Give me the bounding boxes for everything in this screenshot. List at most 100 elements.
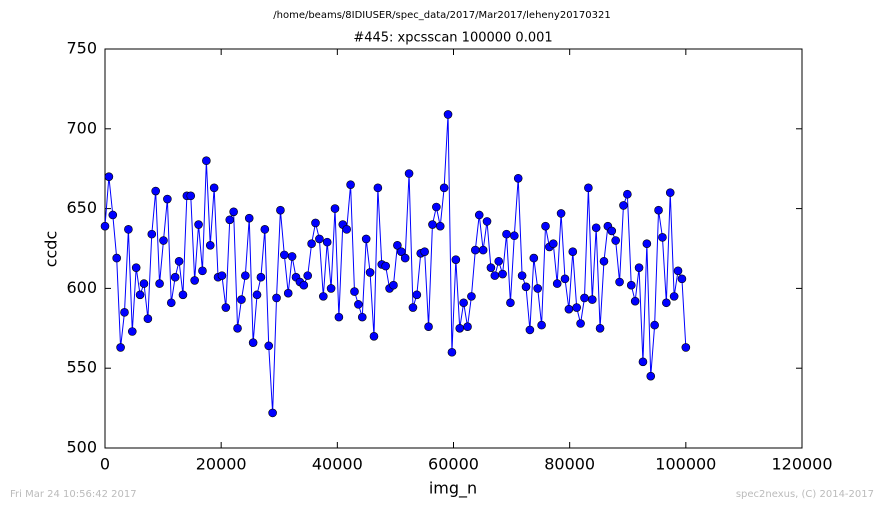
data-point xyxy=(412,290,422,300)
data-point xyxy=(634,263,644,272)
data-point xyxy=(506,298,515,308)
data-point xyxy=(311,218,320,228)
data-point xyxy=(256,272,266,282)
data-point xyxy=(455,323,465,333)
data-point xyxy=(373,183,383,193)
data-point xyxy=(599,256,609,266)
data-point xyxy=(112,253,121,263)
data-point xyxy=(533,284,543,293)
data-point xyxy=(174,256,184,266)
data-point xyxy=(229,207,238,217)
data-point xyxy=(665,188,675,197)
data-point xyxy=(241,271,250,280)
data-point xyxy=(194,220,203,229)
data-point xyxy=(217,271,227,280)
y-tick-label: 500 xyxy=(66,438,97,457)
data-point xyxy=(326,284,336,293)
header: /home/beams/8IDIUSER/spec_data/2017/Mar2… xyxy=(273,10,610,21)
data-point xyxy=(233,323,242,333)
x-tick-label: 0 xyxy=(100,455,110,474)
data-point xyxy=(478,245,488,255)
data-point xyxy=(626,280,636,290)
data-point xyxy=(548,239,558,249)
data-point xyxy=(408,303,418,312)
data-point xyxy=(537,320,546,330)
data-point xyxy=(104,172,114,181)
data-point xyxy=(572,303,581,312)
data-point xyxy=(404,169,414,178)
data-point xyxy=(248,338,258,347)
x-tick-label: 80000 xyxy=(544,455,595,474)
data-point xyxy=(521,282,531,292)
data-point xyxy=(346,180,355,189)
data-point xyxy=(357,312,367,322)
data-point xyxy=(276,205,285,215)
data-point xyxy=(630,296,640,306)
data-point xyxy=(673,266,683,276)
data-point xyxy=(564,304,574,314)
data-line xyxy=(104,114,687,413)
data-point xyxy=(529,253,539,263)
y-axis-label: ccdc xyxy=(42,231,61,268)
data-point xyxy=(108,210,118,220)
data-point xyxy=(116,343,125,352)
data-point xyxy=(155,279,164,288)
data-point xyxy=(584,183,593,193)
data-point xyxy=(541,221,550,231)
data-point xyxy=(361,234,371,244)
y-tick-label: 600 xyxy=(66,278,97,297)
data-point xyxy=(595,323,605,333)
chart-title: #445: xpcsscan 100000 0.001 xyxy=(353,31,552,46)
data-point xyxy=(451,255,461,264)
data-point xyxy=(299,280,309,290)
data-point xyxy=(365,268,375,277)
data-point xyxy=(252,290,262,300)
data-point xyxy=(556,209,566,218)
y-tick-label: 650 xyxy=(66,198,97,217)
data-point xyxy=(576,319,585,328)
data-point xyxy=(280,250,289,260)
x-tick-label: 60000 xyxy=(428,455,479,474)
data-point xyxy=(330,204,340,213)
data-point xyxy=(202,156,211,166)
y-tick-label: 550 xyxy=(66,358,97,377)
data-point xyxy=(127,327,137,336)
data-point xyxy=(517,271,527,280)
x-tick-label: 20000 xyxy=(196,455,247,474)
data-point xyxy=(681,343,691,352)
data-point xyxy=(525,325,535,335)
data-point xyxy=(389,280,398,290)
data-point xyxy=(447,347,457,357)
data-point xyxy=(221,303,231,312)
data-point xyxy=(393,241,402,250)
data-point xyxy=(354,300,363,309)
x-tick-label: 120000 xyxy=(771,455,832,474)
data-point xyxy=(669,292,679,301)
data-point xyxy=(139,279,149,288)
data-point xyxy=(225,215,235,225)
data-point xyxy=(322,237,332,247)
y-tick-label: 750 xyxy=(66,39,97,58)
data-point xyxy=(502,229,511,239)
data-point xyxy=(677,274,687,284)
data-point xyxy=(560,274,570,284)
x-tick-label: 40000 xyxy=(312,455,363,474)
footer-left: Fri Mar 24 10:56:42 2017 xyxy=(10,489,137,500)
data-point xyxy=(334,312,344,322)
data-point xyxy=(381,261,390,271)
data-point xyxy=(432,202,441,212)
data-point xyxy=(471,245,480,255)
data-point xyxy=(143,314,153,324)
data-point xyxy=(287,252,297,261)
data-point xyxy=(178,290,188,300)
data-point xyxy=(350,287,359,296)
data-point xyxy=(209,183,219,193)
data-point xyxy=(642,239,652,249)
data-point xyxy=(552,279,562,288)
data-point xyxy=(494,256,504,266)
data-point xyxy=(498,269,507,279)
data-point xyxy=(615,277,624,287)
data-point xyxy=(650,320,659,330)
data-point xyxy=(638,357,648,367)
